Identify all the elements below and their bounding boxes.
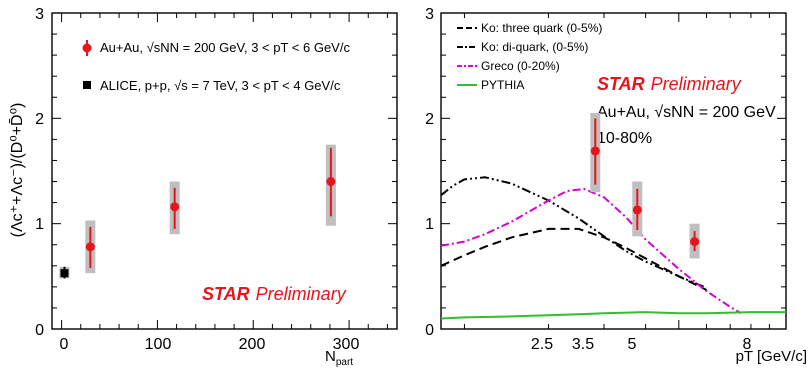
- auau-point-marker: [85, 242, 95, 252]
- right-x-tick-label: 3.5: [572, 336, 594, 353]
- left-x-tick-label: 0: [60, 336, 69, 353]
- right-plot-frame: [440, 12, 787, 330]
- left-y-tick-label: 2: [35, 111, 44, 128]
- legend-entry-pythia: PYTHIA: [481, 78, 524, 92]
- left-plot-frame: [51, 12, 398, 330]
- right-x-tick-label: 8: [743, 336, 752, 353]
- legend-entry-greco: Greco (0-20%): [481, 59, 560, 73]
- legend-entry-auau: Au+Au, √sNN = 200 GeV, 3 < pT < 6 GeV/c: [100, 40, 350, 55]
- left-x-tick-label: 300: [333, 336, 360, 353]
- legend-marker-alice: [83, 81, 91, 89]
- right-data-points: [590, 113, 700, 259]
- legend-entry-alice: ALICE, p+p, √s = 7 TeV, 3 < pT < 4 GeV/c: [100, 78, 341, 93]
- left-y-tick-label: 0: [35, 322, 44, 339]
- right-y-tick-label: 3: [425, 6, 434, 23]
- star-data-point-marker: [690, 237, 700, 247]
- auau-point-marker: [170, 202, 180, 212]
- star-data-point-marker: [590, 146, 600, 156]
- right-star-preliminary: STAR Preliminary: [597, 74, 742, 94]
- left-y-tick-label: 3: [35, 6, 44, 23]
- right-x-axis-label: pT [GeV/c]: [736, 348, 807, 365]
- right-x-tick-label: 2.5: [531, 336, 553, 353]
- left-x-tick-label: 100: [145, 336, 172, 353]
- star-data-point-marker: [632, 205, 642, 215]
- legend-marker-auau: [82, 43, 92, 53]
- left-panel: 0 100 200 300 0 1 2 3 Npart (Λc⁺+Λc⁻)/(D…: [9, 6, 398, 368]
- curve-pythia: [440, 311, 786, 320]
- left-data-points: [59, 144, 336, 279]
- right-axis-ticks: [441, 12, 787, 330]
- left-y-axis-label: (Λc⁺+Λc⁻)/(D⁰+D̄⁰): [9, 103, 26, 238]
- right-y-tick-label: 1: [425, 216, 434, 233]
- right-energy-label: Au+Au, √sNN = 200 GeV: [597, 104, 776, 121]
- right-y-tick-label: 0: [425, 322, 434, 339]
- right-y-tick-label: 2: [425, 111, 434, 128]
- left-legend: Au+Au, √sNN = 200 GeV, 3 < pT < 6 GeV/c …: [82, 40, 350, 93]
- auau-point-marker: [326, 177, 336, 187]
- right-centrality-label: 10-80%: [597, 130, 652, 147]
- left-x-axis-label: Npart: [325, 348, 353, 368]
- curve-three-quark: [440, 227, 707, 291]
- right-legend: Ko: three quark (0-5%) Ko: di-quark, (0-…: [457, 21, 602, 92]
- right-model-curves: [440, 176, 786, 320]
- left-axis-ticks: [52, 12, 397, 330]
- alice-point-marker: [60, 269, 69, 278]
- right-x-tick-label: 5: [628, 336, 637, 353]
- left-star-preliminary: STAR Preliminary: [202, 284, 347, 304]
- left-y-tick-label: 1: [35, 216, 44, 233]
- left-x-tick-label: 200: [239, 336, 266, 353]
- right-panel: 2.5 3.5 5 8 0 1 2 3 pT [GeV/c] Ko: three…: [425, 6, 807, 365]
- curve-di-quark: [440, 176, 707, 289]
- curve-greco: [440, 187, 742, 315]
- legend-entry-three-quark: Ko: three quark (0-5%): [481, 21, 602, 35]
- legend-entry-di-quark: Ko: di-quark, (0-5%): [481, 40, 588, 54]
